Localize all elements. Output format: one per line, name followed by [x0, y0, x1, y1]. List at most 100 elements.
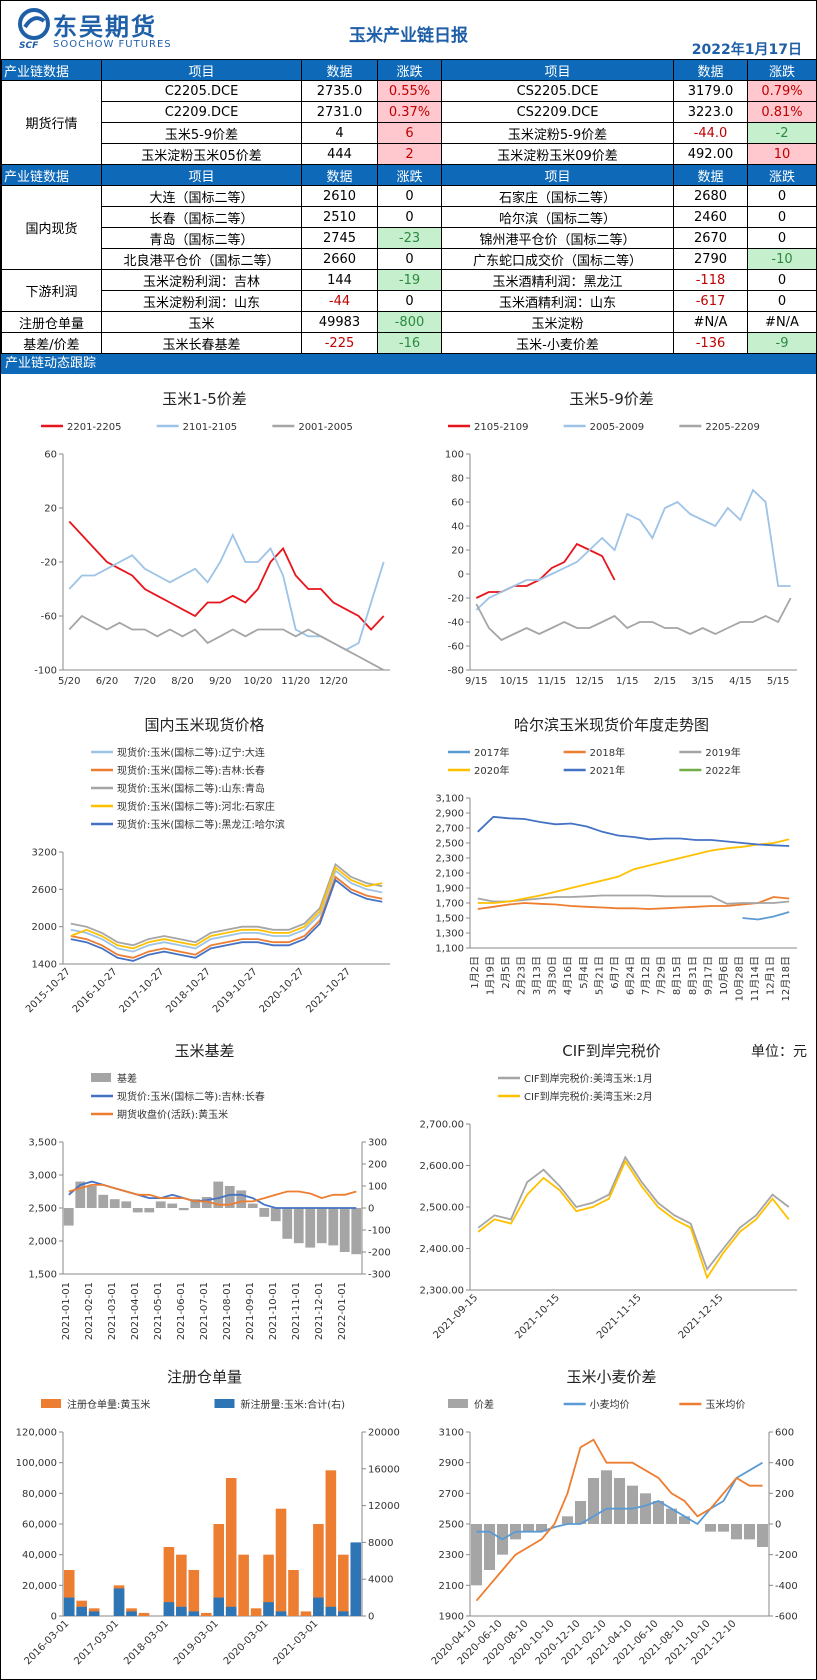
- table-cell: 玉米长春基差: [101, 332, 302, 354]
- legend-label: 现货价:玉米(国标二等):河北:石家庄: [117, 800, 275, 813]
- table-cell: 0: [747, 290, 816, 312]
- y2-tick-label: 600: [775, 1428, 794, 1439]
- table-cell: 0: [747, 185, 816, 207]
- legend-label: 2021年: [590, 764, 625, 777]
- group-label: 注册仓单量: [1, 311, 102, 333]
- table-cell: -44.0: [673, 122, 748, 144]
- y-tick-label: 3,500: [28, 1138, 57, 1149]
- y-tick-label: 2,600.00: [419, 1161, 464, 1172]
- legend-label: 新注册量:玉米:合计(右): [241, 1398, 346, 1411]
- y2-tick-label: 4000: [368, 1575, 393, 1586]
- logo-text: 东吴期货: [53, 13, 157, 41]
- line: [477, 815, 790, 847]
- x-tick-label: 4/15: [729, 676, 751, 687]
- x-tick-label: 2017-10-27: [117, 966, 166, 1015]
- x-tick-label: 3月30日: [547, 956, 559, 995]
- table-cell: 2790: [673, 248, 748, 270]
- bar: [293, 1208, 304, 1244]
- x-tick-label: 2021-10-27: [304, 966, 353, 1015]
- y-tick-label: 3200: [32, 848, 57, 859]
- x-tick-label: 2020-03-01: [222, 1618, 271, 1667]
- x-tick-label: 6月7日: [609, 956, 621, 989]
- line: [477, 1155, 790, 1272]
- logo-subtext: SOOCHOW FUTURES: [53, 39, 172, 50]
- table-cell: 0: [747, 227, 816, 249]
- chart-title: 国内玉米现货价格: [144, 716, 264, 734]
- bar: [176, 1606, 187, 1616]
- table-cell: -16: [377, 332, 442, 354]
- line: [477, 838, 790, 904]
- x-tick-label: 6/20: [96, 676, 118, 687]
- y2-tick-label: 20000: [368, 1428, 400, 1439]
- x-tick-label: 10月6日: [718, 956, 730, 995]
- y-tick-label: 80,000: [22, 1489, 57, 1500]
- header-cell: 涨跌: [377, 164, 442, 186]
- y2-tick-label: -400: [775, 1581, 798, 1592]
- x-tick-label: 2021-09-15: [431, 1292, 480, 1341]
- y-tick-label: 2600: [32, 885, 57, 896]
- legend-label: 注册仓单量:黄玉米: [67, 1398, 150, 1411]
- table-cell: 492.00: [673, 143, 748, 165]
- legend-swatch: [91, 1073, 111, 1082]
- table-cell: 2660: [301, 248, 378, 270]
- y-tick-label: 2700: [439, 1489, 464, 1500]
- y2-tick-label: -300: [368, 1270, 391, 1281]
- bar: [351, 1208, 362, 1255]
- line: [70, 878, 383, 962]
- x-tick-label: 11月14日: [749, 956, 761, 1001]
- table-cell: 玉米淀粉利润：吉林: [101, 269, 302, 291]
- legend-label: 现货价:玉米(国标二等):吉林:长春: [117, 1090, 265, 1103]
- bar: [247, 1203, 258, 1208]
- table-row: 基差/价差 玉米长春基差 -225 -16 玉米-小麦价差 -136 -9: [1, 332, 816, 354]
- table-cell: 玉米酒精利润：山东: [441, 290, 674, 312]
- bar: [282, 1208, 293, 1239]
- x-tick-label: 10/20: [244, 676, 273, 687]
- header-cell: 项目: [441, 59, 674, 81]
- table-cell: CS2209.DCE: [441, 101, 674, 123]
- table-cell: -136: [673, 332, 748, 354]
- bar: [639, 1493, 652, 1524]
- y-tick-label: 60: [451, 498, 464, 509]
- bar: [717, 1524, 730, 1532]
- table-cell: 0: [747, 206, 816, 228]
- x-tick-label: 5/15: [767, 676, 789, 687]
- header: 东吴期货 SCF SOOCHOW FUTURES 玉米产业链日报 2022年1月…: [1, 1, 816, 59]
- data-table: 产业链数据 项目 数据 涨跌 项目 数据 涨跌 期货行情 C2205.DCE 2735.0 0.55…: [1, 59, 816, 354]
- table-cell: 2: [377, 143, 442, 165]
- x-tick-label: 10/15: [500, 676, 529, 687]
- group-label: 国内现货: [1, 185, 102, 270]
- y-tick-label: -80: [448, 666, 464, 677]
- table-cell: -44: [301, 290, 378, 312]
- chart: 玉米1-5价差 2201-2205 2101-2105 2001-2005 60 20 -2…: [34, 390, 390, 687]
- x-tick-label: 2021-04-01: [130, 1282, 141, 1340]
- bar: [163, 1547, 175, 1616]
- y2-tick-label: 8000: [368, 1538, 393, 1549]
- y-tick-label: 0: [51, 1612, 57, 1623]
- x-tick-label: 2021-02-01: [84, 1282, 95, 1340]
- table-cell: 0: [377, 290, 442, 312]
- bar: [88, 1611, 100, 1616]
- table-cell: 49983: [301, 311, 378, 333]
- x-tick-label: 2019-10-27: [211, 966, 260, 1015]
- y-tick-label: 2,400.00: [419, 1244, 464, 1255]
- header-cell: 数据: [301, 59, 378, 81]
- y-tick-label: 2,500: [28, 1204, 57, 1215]
- table-row: 期货行情 C2205.DCE 2735.0 0.55% CS2205.DCE 3179.0…: [1, 80, 816, 165]
- bar: [275, 1611, 287, 1616]
- y-tick-label: 2,700.00: [419, 1120, 464, 1131]
- y-tick-label: 2,000: [28, 1237, 57, 1248]
- table-cell: 2680: [673, 185, 748, 207]
- bar: [316, 1208, 327, 1244]
- header-cell: 产业链数据: [1, 59, 102, 81]
- bar: [225, 1478, 237, 1616]
- y-tick-label: 0: [458, 570, 464, 581]
- legend-label: 2101-2105: [183, 422, 238, 433]
- x-tick-label: 2021-05-01: [153, 1282, 164, 1340]
- y2-tick-label: 200: [368, 1160, 387, 1171]
- y-tick-label: -40: [448, 618, 464, 629]
- x-tick-label: 4月16日: [562, 956, 574, 995]
- x-tick-label: 1月19日: [484, 956, 496, 995]
- bar: [225, 1606, 237, 1616]
- bar: [626, 1485, 639, 1524]
- bar: [470, 1524, 483, 1586]
